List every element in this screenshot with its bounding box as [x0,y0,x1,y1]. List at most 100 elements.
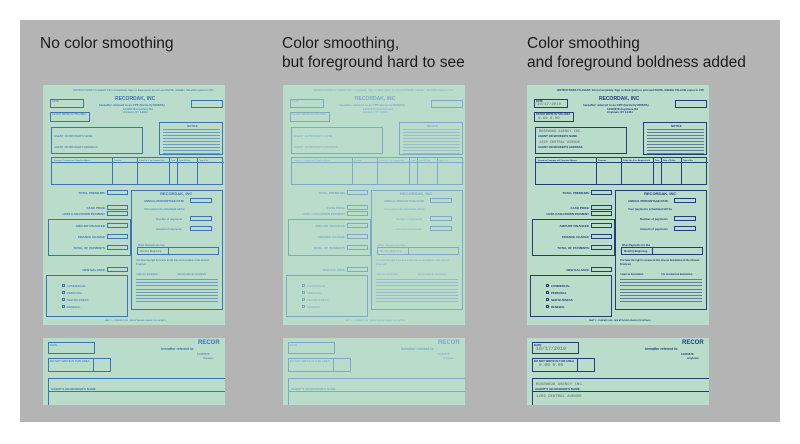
apr-box [674,198,696,203]
field-value-box [347,245,368,250]
notice-title: NOTICE [427,124,438,128]
crop-area-box: DO NOT WRITE IN THIS AREA 0.00 0.00 [532,358,595,372]
table-header: Premium [354,160,362,162]
table-header: Date of Policy [419,160,431,162]
disclosure-box: RECORDAK, INC ANNUAL PERCENTAGE RATE Your … [371,190,463,310]
apr-box [190,198,212,203]
crop-date-label: DATE [290,343,298,347]
date-box: DATE [290,99,324,108]
form-document: INSTRUCTIONS TO AGENT: Fill in Completel… [43,85,225,325]
itemization-text: You have the right to receive at this ti… [376,259,450,266]
policy-table: Insurance Company and Complete Address Pr… [51,157,224,185]
date-label: DATE [536,100,543,103]
notice-text-line [403,144,460,145]
agent-box: AGENT OR BROKER'S NAME AGENT OR BROKER'S … [51,127,143,154]
monthly-box: Monthly Beginning [377,247,459,255]
monthly-label: Monthly Beginning [140,250,162,253]
area-box: DO NOT WRITE IN THIS AREA 0.00 0.00 [534,112,574,122]
table-col-divider [112,158,113,185]
notice-text-line [403,147,460,148]
account-box [191,100,223,108]
notice-box: NOTICE [399,122,463,155]
field-label: AMOUNT FINANCED [559,224,590,228]
notice-text-line [163,129,220,130]
apr-label: ANNUAL PERCENTAGE RATE [144,199,184,203]
table-header-rule [536,162,708,163]
num-payments-box [430,216,452,221]
disclosure-text-line [620,288,702,290]
field-label: TOTAL PREMIUMS [78,191,105,195]
financed-group-box [532,219,615,256]
schedule-label: Your payments scheduled will be [144,207,185,211]
notice-text-line [403,132,460,133]
caption-line: and foreground boldness added [527,54,746,71]
amt-payments-label: Amount of payments [640,227,668,231]
disclosure-box: RECORDAK, INC ANNUAL PERCENTAGE RATE Your … [615,190,707,310]
crop-agent-rule [289,391,465,392]
field-value-box [347,267,368,272]
caption-line: No color smoothing [40,35,174,52]
field-label: TOTAL OF PAYMENTS [73,246,105,250]
crop-date-label: DATE [534,343,542,347]
table-col-divider [197,158,198,185]
notice-text-line [403,153,460,154]
field-value-box [107,211,128,216]
checkbox-label: COMMERCIAL [307,283,326,288]
field-label: CASH PRICE [326,206,345,210]
form-document: INSTRUCTIONS TO AGENT: Fill in Completel… [527,85,709,325]
date-label: DATE [52,100,59,103]
crop-company: RECOR [682,340,704,346]
field-label: AMOUNT FINANCED [315,224,346,228]
area-label: DO NOT WRITE IN THIS AREA [536,113,571,116]
field-label: LESS CASH DOWN PAYMENT [302,212,345,216]
amt-payments-box [190,226,212,231]
num-payments-label: Number of payments [396,217,422,221]
monthly-box: Monthly Beginning [137,247,219,255]
address-line: 12345678 Anywhere Rd [123,107,153,111]
caption-line: Color smoothing, [282,35,400,52]
area-value: 0.00 0.00 [538,117,560,121]
crop-agent-rule [49,391,225,392]
table-header: Term [171,160,176,162]
table-header: Type of Ins [683,160,693,162]
form-instructions: INSTRUCTIONS TO AGENT: Fill in Completel… [73,89,214,92]
caption-line: Color smoothing [527,35,640,52]
table-col-divider [177,158,178,185]
disclosure-text-line [620,282,702,283]
disclosure-text-line [136,291,218,293]
disclosure-text-line [620,298,702,299]
field-label: FINANCE CHARGE [317,235,345,239]
address-line: Anytown, NY 14444 [607,110,633,114]
field-label: LESS CASH DOWN PAYMENT [546,212,589,216]
field-label: CASH PRICE [86,206,105,210]
date-label: DATE [292,100,299,103]
disclosure-text-line [620,291,702,293]
crop-agent-address: 1250 CENTRAL AVENUE [536,395,582,399]
form-crop: DATE DO NOT WRITE IN THIS AREA RECOR hereaf… [43,338,225,405]
table-header-rule [52,162,224,163]
checkbox-label: PERSONAL [307,290,323,295]
form-instructions: INSTRUCTIONS TO AGENT: Fill in Completel… [313,89,454,92]
disclosure-text-line [376,298,458,299]
monthly-box: Monthly Beginning [621,247,703,255]
field-value-box [347,205,368,210]
field-value-box [347,223,368,228]
notice-text-line [647,150,704,151]
monthly-divider [168,248,169,255]
agent-address-label: AGENT OR BROKER'S ADDRESS [294,145,338,149]
crop-area-value: 0.00 0.00 [539,363,564,368]
policy-type-box: COMMERCIAL PERSONAL NEW BUSINESS RENEWAL [46,275,128,317]
notice-box: NOTICE [159,122,223,155]
checkbox [62,298,65,301]
address-line: 12345678 Anywhere Rd [607,107,638,111]
form-instructions: INSTRUCTIONS TO AGENT: Fill in Completel… [557,89,705,92]
want-itemization: I want an itemization [620,273,644,276]
want-itemization: I want an itemization [136,273,158,276]
crop-company: RECOR [438,340,460,346]
disclosure-title: RECORDAK, INC [644,191,677,196]
disclosure-text-line [376,288,458,290]
table-header: Date of Policy [663,160,676,162]
table-header: Policy No. & Ins Required Info [623,160,650,162]
table-header-rule [292,162,464,163]
notice-text-line [403,138,460,139]
